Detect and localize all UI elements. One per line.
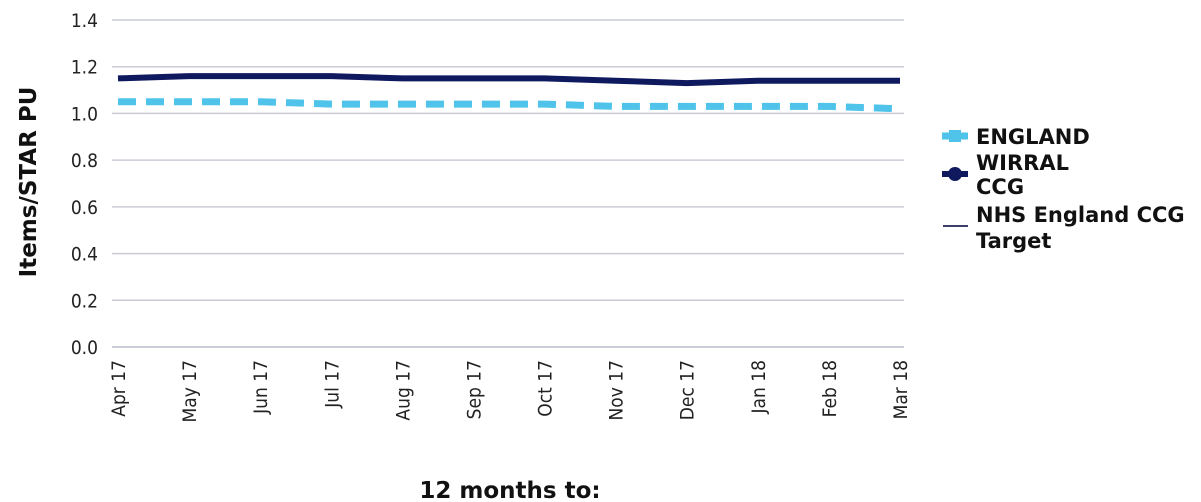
gridlines (112, 19, 904, 348)
x-tick-label: Oct 17 (535, 360, 557, 417)
legend-label-wirral-line1: WIRRAL (976, 151, 1069, 175)
legend-item-england: ENGLAND (942, 125, 1090, 149)
x-tick-label: Jun 17 (250, 360, 272, 415)
legend-label-wirral-line2: CCG (976, 175, 1024, 199)
series-lines (117, 73, 901, 113)
x-tick-label: Sep 17 (463, 360, 485, 419)
series-line-wirral-ccg (117, 73, 900, 87)
y-axis-ticks: 0.0 0.2 0.4 0.6 0.8 1.0 1.2 1.4 (71, 10, 98, 359)
x-tick-label: Jan 18 (748, 360, 770, 415)
legend-label-wirral-ccg: WIRRAL CCG (976, 151, 1076, 199)
legend-label-nhs-line2: Target (976, 229, 1051, 253)
x-tick-label: Nov 17 (606, 360, 628, 421)
series-line-england (118, 98, 901, 113)
x-tick-label: Aug 17 (392, 360, 414, 421)
y-tick-label: 0.2 (71, 290, 98, 312)
y-tick-label: 1.2 (71, 57, 98, 79)
legend: ENGLAND WIRRAL CCG NHS England CCG Targe… (942, 125, 1192, 253)
legend-label-england: ENGLAND (976, 125, 1090, 149)
x-axis-title: 12 months to: (419, 478, 600, 502)
y-tick-label: 1.4 (71, 10, 98, 32)
y-tick-label: 0.8 (71, 150, 98, 172)
x-tick-label: Dec 17 (677, 360, 699, 420)
y-axis-title: Items/STAR PU (16, 87, 42, 278)
legend-item-nhs-target: NHS England CCG Target (943, 203, 1192, 253)
x-axis-ticks: Apr 17 May 17 Jun 17 Jul 17 Aug 17 Sep 17 Oct … (108, 360, 912, 423)
legend-label-nhs-target: NHS England CCG Target (976, 203, 1192, 253)
x-tick-label: May 17 (179, 360, 201, 423)
y-tick-label: 1.0 (71, 103, 98, 125)
legend-item-wirral-ccg: WIRRAL CCG (942, 151, 1076, 199)
x-tick-label: Feb 18 (819, 360, 841, 417)
y-tick-label: 0.0 (71, 337, 98, 359)
x-tick-label: Apr 17 (108, 360, 130, 417)
legend-label-nhs-line1: NHS England CCG (976, 203, 1185, 227)
y-tick-label: 0.6 (71, 197, 98, 219)
legend-marker-wirral-ccg (948, 167, 962, 181)
legend-marker-england (949, 130, 961, 142)
x-tick-label: Mar 18 (890, 360, 912, 419)
x-tick-label: Jul 17 (321, 360, 343, 409)
y-tick-label: 0.4 (71, 244, 98, 266)
